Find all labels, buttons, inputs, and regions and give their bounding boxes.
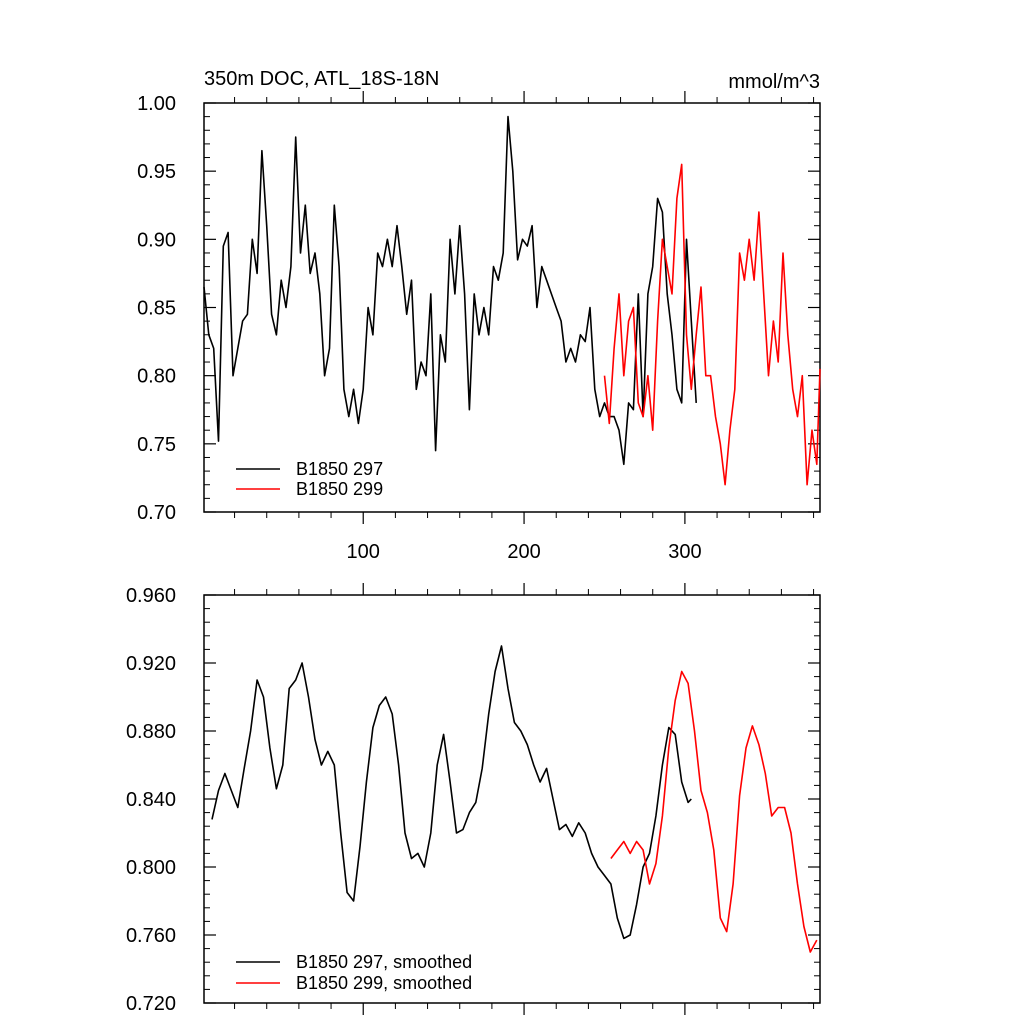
- y-tick-label: 0.920: [126, 653, 176, 675]
- legend-label-1: B1850 297: [296, 459, 383, 479]
- chart-bottom-plot-frame: [203, 594, 821, 1004]
- chart-top-units: mmol/m^3: [728, 71, 820, 93]
- y-tick-label: 1.00: [137, 93, 176, 115]
- chart-bottom-panel: 0.720 0.760 0.800 0.840 0.880 0.920 0.960 B185…: [126, 583, 821, 1015]
- x-tick-label: 200: [507, 541, 540, 563]
- series-line-1: [203, 115, 697, 466]
- chart-bottom-axes: 0.720 0.760 0.800 0.840 0.880 0.920 0.960: [126, 583, 820, 1015]
- legend-label-2: B1850 299, smoothed: [296, 973, 472, 993]
- y-tick-label: 0.95: [137, 161, 176, 183]
- y-tick-label: 0.760: [126, 925, 176, 947]
- y-tick-label: 0.90: [137, 229, 176, 251]
- y-tick-label: 0.840: [126, 789, 176, 811]
- y-tick-label: 0.800: [126, 857, 176, 879]
- series-line-2: [610, 670, 818, 953]
- legend-label-1: B1850 297, smoothed: [296, 952, 472, 972]
- y-tick-label: 0.85: [137, 298, 176, 320]
- chart-top-series: [203, 115, 821, 486]
- y-tick-label: 0.70: [137, 502, 176, 524]
- y-tick-label: 0.720: [126, 993, 176, 1015]
- x-tick-label: 100: [347, 541, 380, 563]
- chart-top-panel: 350m DOC, ATL_18S-18N mmol/m^3 0.70 0.75 0…: [137, 68, 821, 563]
- y-tick-label: 0.80: [137, 366, 176, 388]
- series-line-2: [603, 163, 821, 486]
- y-tick-label: 0.75: [137, 434, 176, 456]
- chart-top-title: 350m DOC, ATL_18S-18N: [204, 68, 439, 90]
- chart-bottom-series: [211, 645, 818, 953]
- legend-label-2: B1850 299: [296, 479, 383, 499]
- series-line-1: [211, 645, 692, 940]
- y-tick-label: 0.880: [126, 721, 176, 743]
- x-tick-label: 300: [668, 541, 701, 563]
- y-tick-label: 0.960: [126, 585, 176, 607]
